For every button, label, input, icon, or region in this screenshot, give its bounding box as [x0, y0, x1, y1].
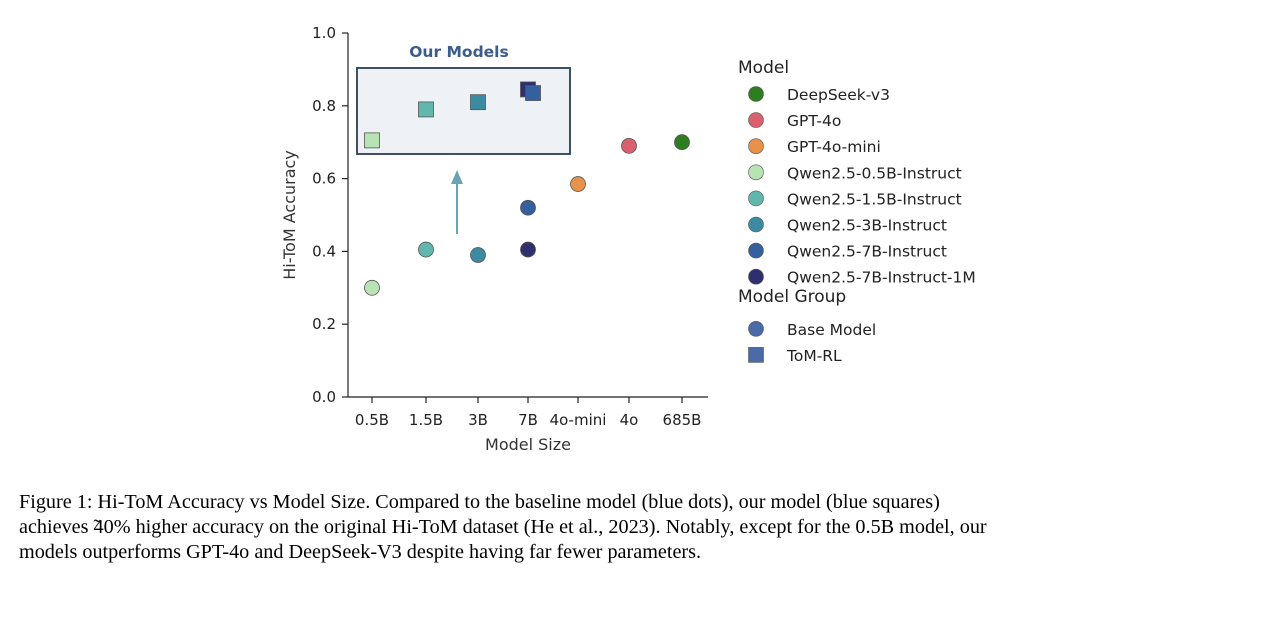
- x-tick-label: 0.5B: [355, 411, 389, 429]
- tom-rl-point: [525, 85, 541, 101]
- legend-label: ToM-RL: [786, 347, 842, 365]
- y-tick-label: 0.2: [312, 315, 336, 333]
- legend-model-title: Model: [738, 58, 789, 78]
- y-tick-label: 0.8: [312, 97, 336, 115]
- y-tick-label: 1.0: [312, 24, 336, 42]
- legend-marker: [748, 320, 764, 337]
- legend-label: GPT-4o: [787, 112, 841, 130]
- caption-line-1: Figure 1: Hi-ToM Accuracy vs Model Size.…: [19, 491, 940, 513]
- inset-title: Our Models: [409, 43, 508, 61]
- x-tick-label: 3B: [468, 411, 488, 429]
- legend-label: DeepSeek-v3: [787, 86, 890, 104]
- legend-marker: [748, 268, 764, 285]
- base-model-point: [470, 247, 486, 263]
- legend-marker: [748, 190, 764, 207]
- legend-label: Qwen2.5-1.5B-Instruct: [787, 190, 962, 208]
- legend-label: Base Model: [787, 321, 876, 339]
- legend-label: Qwen2.5-0.5B-Instruct: [787, 164, 962, 182]
- legend-marker: [748, 164, 764, 181]
- legend-marker: [748, 347, 764, 363]
- legend-label: Qwen2.5-3B-Instruct: [787, 217, 947, 235]
- x-tick-label: 1.5B: [409, 411, 443, 429]
- improvement-arrow-head: [451, 170, 463, 184]
- y-ticks: 0.0 0.2 0.4 0.6 0.8 1.0: [312, 24, 348, 406]
- x-tick-label: 7B: [518, 411, 538, 429]
- legend-marker: [748, 86, 764, 102]
- base-model-point: [520, 199, 536, 216]
- base-model-point: [570, 176, 586, 192]
- our-models-box: [356, 67, 571, 155]
- base-model-point: [418, 241, 434, 258]
- y-axis-label: Hi-ToM Accuracy: [280, 150, 299, 280]
- x-tick-label: 4o-mini: [550, 411, 607, 429]
- legend: Model DeepSeek-v3 GPT-4o GPT-4o-mini Qwen2.5…: [738, 58, 976, 365]
- base-model-point: [621, 137, 637, 154]
- x-ticks: 0.5B 1.5B 3B 7B 4o-mini 4o 685B: [355, 397, 702, 429]
- x-tick-label: 685B: [663, 411, 702, 429]
- y-tick-label: 0.6: [312, 170, 336, 188]
- tom-rl-point: [470, 94, 486, 111]
- legend-group-title: Model Group: [738, 287, 846, 307]
- y-tick-label: 0.0: [312, 388, 336, 406]
- base-model-point: [520, 241, 536, 258]
- data-points: [364, 81, 690, 296]
- base-model-point: [364, 279, 380, 296]
- figure-caption: Figure 1: Hi-ToM Accuracy vs Model Size.…: [19, 490, 1264, 565]
- legend-marker: [748, 242, 764, 259]
- legend-label: Qwen2.5-7B-Instruct: [787, 243, 947, 261]
- legend-marker: [748, 138, 764, 154]
- caption-line-3: models outperforms GPT-4o and DeepSeek-V…: [19, 541, 702, 563]
- hi-tom-chart: Our Models 0.0 0.2 0.4 0.6 0.8 1.0 0.5B 1.5B 3B…: [280, 24, 976, 454]
- legend-label: GPT-4o-mini: [787, 138, 881, 156]
- caption-line-2: achieves ̃40% higher accuracy on the ori…: [19, 516, 987, 538]
- tom-rl-point: [418, 101, 434, 118]
- legend-marker: [748, 112, 764, 128]
- y-tick-label: 0.4: [312, 242, 336, 260]
- legend-label: Qwen2.5-7B-Instruct-1M: [787, 269, 976, 287]
- x-axis-label: Model Size: [485, 435, 571, 454]
- x-tick-label: 4o: [620, 411, 639, 429]
- base-model-point: [674, 134, 690, 151]
- legend-marker: [748, 216, 764, 233]
- tom-rl-point: [364, 132, 380, 149]
